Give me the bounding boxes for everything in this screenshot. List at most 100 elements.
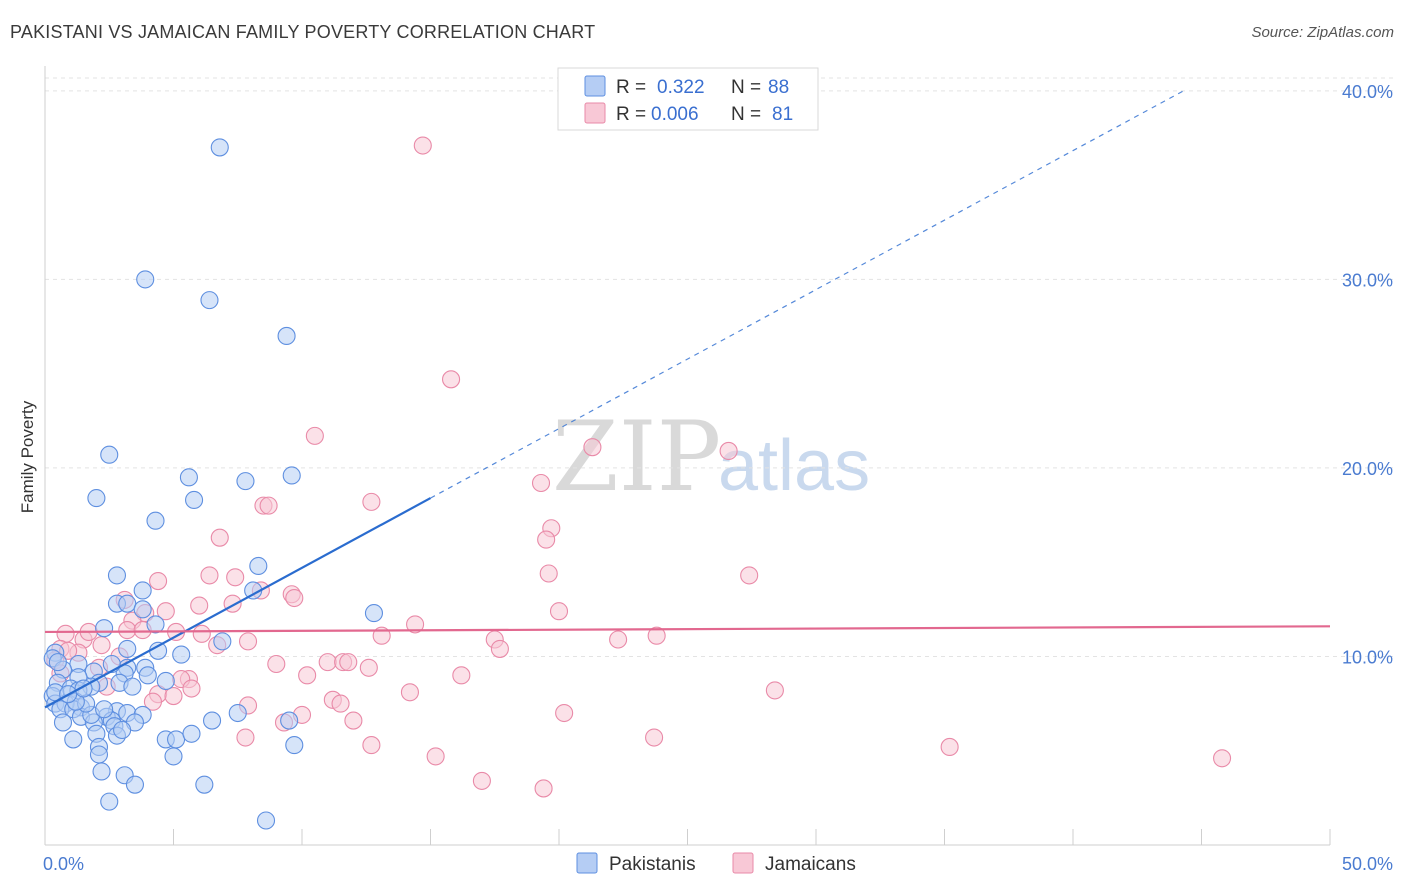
jamaicans-point — [118, 621, 137, 640]
pakistanis-point — [118, 594, 137, 613]
series-legend: Pakistanis Jamaicans — [576, 852, 856, 875]
legend-pakistanis-label: Pakistanis — [609, 854, 696, 875]
jamaicans-point — [400, 683, 419, 702]
pakistanis-point — [133, 600, 152, 619]
pakistanis-point — [282, 466, 301, 485]
jamaicans-point — [645, 728, 664, 747]
trend-lines — [44, 90, 1331, 709]
x-tick-labels: 0.0% 50.0% — [43, 854, 1393, 874]
n-value-1: 88 — [768, 77, 789, 98]
y-tick-labels: 10.0% 20.0% 30.0% 40.0% — [1342, 82, 1393, 668]
jamaicans-point — [490, 639, 509, 658]
chart-title: PAKISTANI VS JAMAICAN FAMILY POVERTY COR… — [10, 22, 596, 42]
jamaicans-point — [583, 438, 602, 457]
jamaicans-point — [359, 658, 378, 677]
r-label-2: R = — [616, 104, 646, 125]
jamaicans-point — [362, 492, 381, 511]
pakistanis-point — [95, 619, 114, 638]
pakistanis-point — [138, 666, 157, 685]
jamaicans-point — [339, 653, 358, 672]
pakistanis-point — [146, 511, 165, 530]
jamaicans-point — [740, 566, 759, 585]
r-value-1: 0.322 — [657, 77, 705, 98]
jamaicans-point — [362, 736, 381, 755]
pakistanis-point — [125, 775, 144, 794]
jamaicans-point — [472, 771, 491, 790]
jamaicans-point — [226, 568, 245, 587]
pakistanis-point — [53, 713, 73, 732]
jamaicans-point — [192, 624, 211, 643]
r-label-1: R = — [616, 77, 646, 98]
jamaicans-point — [149, 571, 168, 591]
pakistanis-point — [364, 604, 384, 623]
jamaicans-point — [426, 747, 445, 766]
jamaicans-point — [534, 779, 553, 798]
jamaicans-point — [259, 496, 278, 515]
pakistanis-point — [203, 711, 222, 730]
pakistanis-point — [280, 711, 299, 730]
x-tick-label: 0.0% — [43, 854, 84, 874]
jamaicans-point — [531, 473, 551, 493]
jamaicans-point — [190, 596, 209, 615]
jamaicans-point — [555, 703, 574, 723]
jamaicans-point — [647, 626, 666, 645]
jamaicans-point — [143, 692, 162, 711]
jamaicans-point — [452, 666, 471, 685]
pakistanis-trend-line — [44, 497, 432, 709]
pakistanis-point — [136, 270, 155, 289]
source-credit: Source: ZipAtlas.com — [1251, 24, 1394, 41]
jamaicans-point — [549, 602, 569, 621]
pakistanis-point — [64, 730, 83, 749]
pakistanis-point — [256, 811, 276, 830]
y-tick-label: 30.0% — [1342, 270, 1393, 290]
jamaicans-point — [305, 426, 324, 445]
jamaicans-point — [156, 602, 175, 621]
jamaicans-trend-line — [44, 625, 1331, 634]
y-tick-label: 10.0% — [1342, 647, 1393, 667]
jamaicans-point — [940, 737, 959, 757]
stats-legend: R = 0.322 N = 88 R = 0.006 N = 81 — [557, 67, 819, 131]
r-value-2: 0.006 — [651, 104, 699, 125]
watermark-zip: ZIP — [552, 401, 721, 513]
jamaicans-point — [442, 370, 461, 389]
watermark: ZIP atlas — [552, 401, 870, 513]
y-tick-label: 20.0% — [1342, 459, 1393, 479]
axes — [44, 66, 1331, 846]
legend-pakistanis-swatch — [576, 852, 598, 874]
pakistanis-point — [92, 762, 111, 781]
pakistanis-point — [146, 615, 165, 634]
pakistanis-point — [87, 489, 106, 508]
pakistanis-trend-extension — [430, 90, 1184, 499]
jamaicans-point — [331, 694, 350, 713]
legend-jamaicans-swatch — [732, 852, 754, 874]
jamaicans-point — [719, 441, 738, 461]
legend-jamaicans-label: Jamaicans — [765, 854, 856, 875]
jamaicans-point — [210, 528, 229, 547]
pakistanis-point — [156, 671, 175, 691]
pakistanis-point — [89, 745, 109, 764]
jamaicans-swatch — [584, 102, 606, 124]
pakistanis-point — [172, 645, 191, 664]
jamaicans-point — [267, 654, 286, 674]
pakistanis-point — [277, 326, 296, 346]
jamaicans-point — [182, 679, 201, 698]
pakistanis-swatch — [584, 75, 606, 97]
jamaicans-point — [164, 687, 183, 706]
jamaicans-point — [285, 588, 304, 608]
jamaicans-point — [236, 728, 255, 747]
pakistanis-point — [185, 490, 204, 510]
jamaicans-point — [56, 624, 75, 643]
jamaicans-point — [537, 530, 556, 549]
pakistanis-point — [200, 291, 219, 310]
pakistanis-point — [48, 653, 67, 672]
jamaicans-point — [298, 666, 317, 685]
jamaicans-point — [200, 566, 219, 585]
jamaicans-point — [765, 681, 784, 700]
n-label-2: N = — [731, 104, 761, 125]
watermark-atlas: atlas — [718, 426, 870, 506]
pakistanis-point — [107, 566, 127, 585]
pakistanis-point — [249, 556, 268, 576]
pakistanis-point — [285, 736, 304, 755]
n-label-1: N = — [731, 77, 761, 98]
